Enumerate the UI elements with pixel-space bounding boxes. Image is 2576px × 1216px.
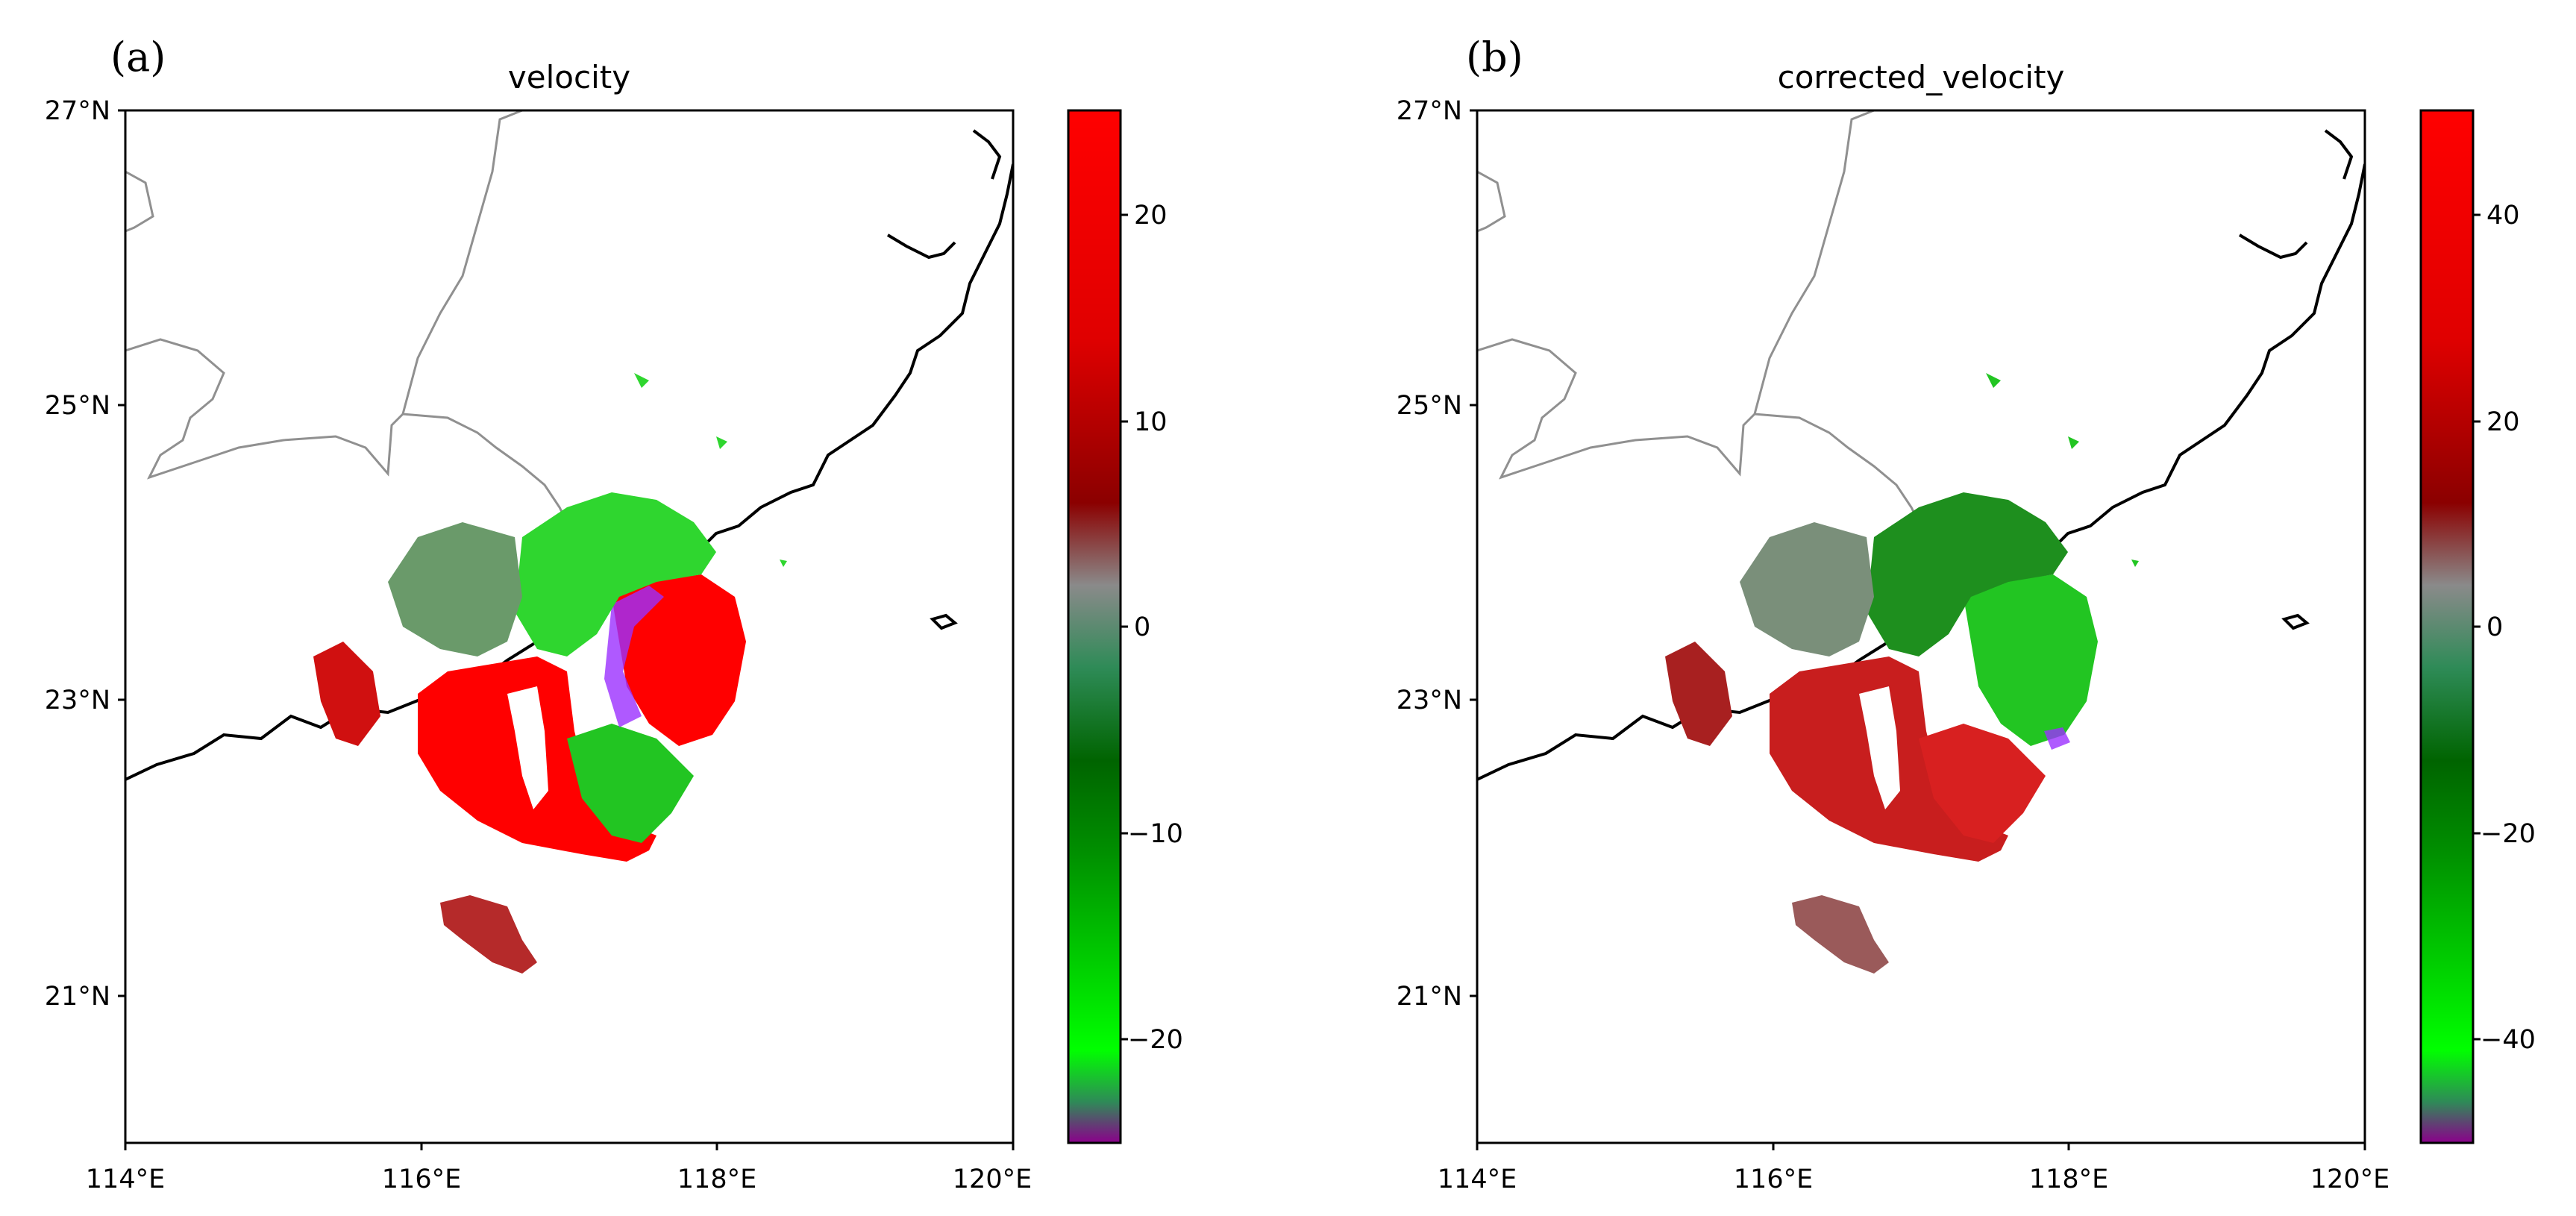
colorbar-gradient [2419, 109, 2475, 1144]
x-tick-label: 114°E [1438, 1165, 1517, 1194]
radar-echo [1665, 373, 2139, 974]
echo-aliased [2044, 727, 2070, 750]
x-tick-label: 120°E [2310, 1165, 2389, 1194]
panel-b: (b) corrected_velocity [1397, 34, 2536, 1194]
echo-mixed-west [388, 522, 522, 656]
colorbar-tick-label: 0 [1134, 612, 1150, 642]
coastline [125, 163, 1013, 781]
panel-b-y-axis: 27°N 25°N 23°N 21°N [1397, 96, 1477, 1012]
x-tick-label: 118°E [677, 1165, 756, 1194]
y-tick-label: 27°N [1397, 96, 1462, 126]
coastline [1477, 163, 2365, 781]
y-tick-label: 21°N [1397, 982, 1462, 1012]
echo-inbound-south [567, 724, 694, 843]
province-border [1477, 110, 1920, 523]
colorbar-tick-label: 20 [2486, 407, 2520, 437]
colorbar-tick-label: 20 [1134, 201, 1168, 231]
panel-a-axes-frame [124, 109, 1015, 1144]
province-border [125, 110, 568, 523]
echo-inbound-north [1867, 492, 2068, 656]
panel-a-y-axis: 27°N 25°N 23°N 21°N [45, 96, 125, 1012]
echo-outbound-east [612, 574, 746, 746]
colorbar-gradient [1067, 109, 1122, 1144]
x-tick-label: 116°E [1734, 1165, 1813, 1194]
panel-b-colorbar: 40 20 0 −20 −40 [2419, 109, 2536, 1144]
x-tick-label: 114°E [86, 1165, 165, 1194]
echo-outbound-south [1919, 724, 2046, 843]
panel-a-map [125, 110, 1013, 974]
colorbar-tick-label: −20 [2481, 819, 2536, 849]
echo-inbound-north [515, 492, 716, 656]
coast-island [2238, 129, 2354, 630]
y-tick-label: 27°N [45, 96, 110, 126]
x-tick-label: 120°E [953, 1165, 1032, 1194]
panel-a: (a) velocity [45, 34, 1183, 1194]
panel-b-letter: (b) [1466, 34, 1523, 81]
y-tick-label: 21°N [45, 982, 110, 1012]
colorbar-tick-label: −20 [1128, 1025, 1183, 1055]
x-tick-label: 118°E [2029, 1165, 2108, 1194]
radar-echo [313, 373, 787, 974]
echo-south-cluster [440, 895, 537, 974]
panel-b-title: corrected_velocity [1778, 59, 2065, 95]
panel-a-title: velocity [508, 59, 630, 95]
y-tick-label: 25°N [1397, 391, 1462, 421]
echo-mixed-west [1740, 522, 1874, 656]
echo-gap [1859, 686, 1900, 809]
echo-clutter-west [313, 642, 380, 746]
y-tick-label: 23°N [1397, 686, 1462, 715]
colorbar-tick-label: 40 [2486, 201, 2520, 231]
echo-inbound-east [1964, 574, 2098, 746]
panel-b-map [1477, 110, 2365, 974]
panel-a-colorbar: 20 10 0 −10 −20 [1067, 109, 1183, 1144]
panel-b-axes-frame [1476, 109, 2366, 1144]
colorbar-tick-label: −40 [2481, 1025, 2536, 1055]
panel-a-letter: (a) [110, 34, 166, 81]
x-tick-label: 116°E [382, 1165, 461, 1194]
colorbar-tick-label: −10 [1128, 819, 1183, 849]
y-tick-label: 23°N [45, 686, 110, 715]
echo-south-cluster [1792, 895, 1889, 974]
colorbar-tick-label: 0 [2486, 612, 2503, 642]
panel-b-x-axis: 114°E 116°E 118°E 120°E [1438, 1143, 2389, 1194]
panel-a-x-axis: 114°E 116°E 118°E 120°E [86, 1143, 1032, 1194]
coast-island [886, 129, 1002, 630]
echo-aliased [604, 586, 664, 727]
echo-clutter-west [1665, 642, 1732, 746]
echo-gap [507, 686, 548, 809]
colorbar-tick-label: 10 [1134, 407, 1168, 437]
y-tick-label: 25°N [45, 391, 110, 421]
